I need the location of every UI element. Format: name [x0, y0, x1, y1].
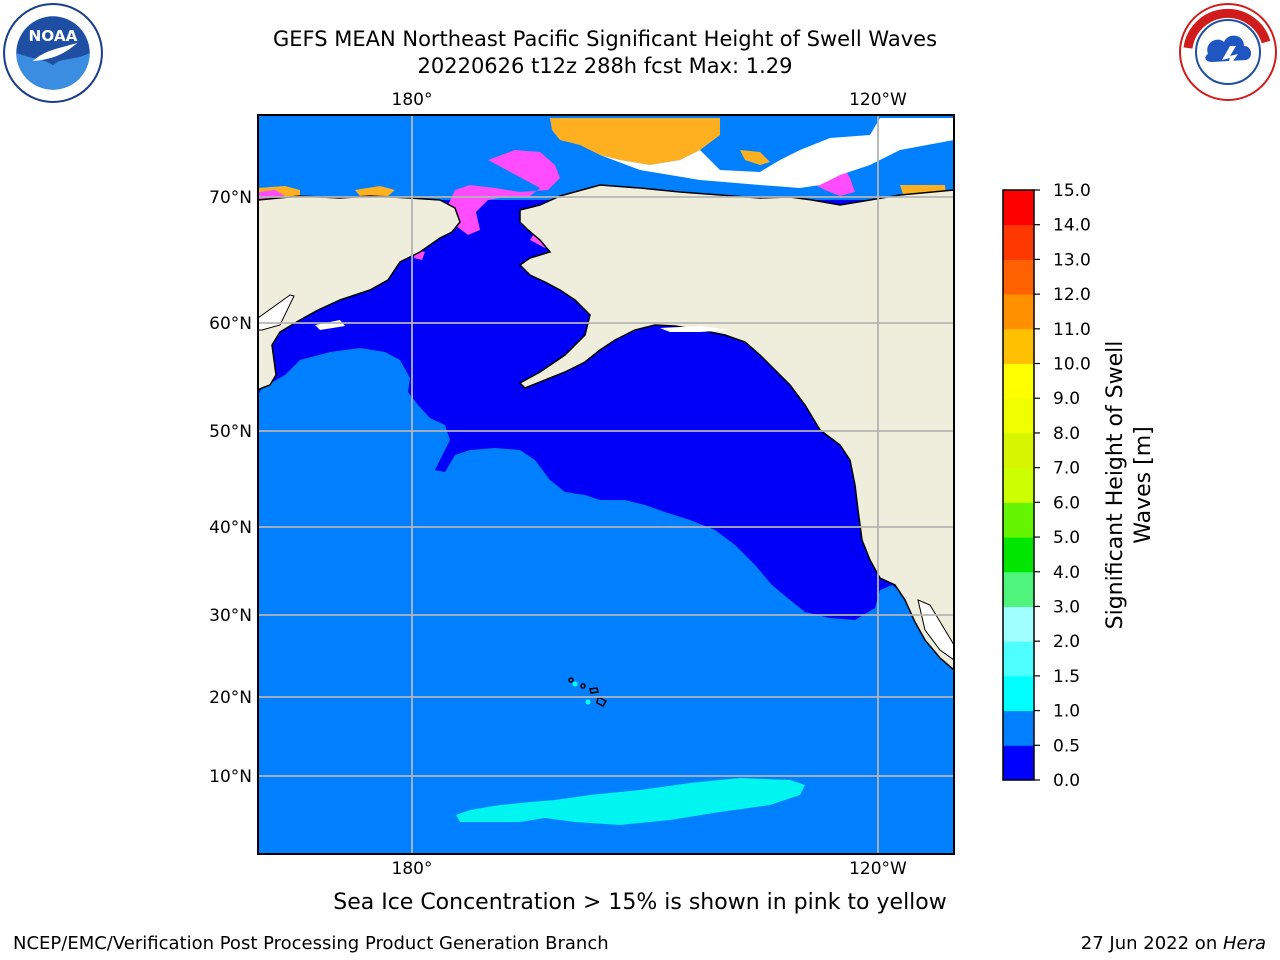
colorbar-bin-5-6: [1003, 502, 1034, 538]
colorbar-tick-label: 2.0: [1053, 632, 1080, 652]
colorbar-tick-label: 4.0: [1053, 563, 1080, 583]
bottom-lon-label-120w: 120°W: [849, 859, 907, 879]
land-north-america: [518, 184, 954, 671]
colorbar-frame: [1002, 189, 1035, 781]
colorbar-tick-label: 12.0: [1053, 285, 1091, 305]
colorbar-tick-label: 5.0: [1053, 528, 1080, 548]
colorbar-tick-label: 11.0: [1053, 320, 1091, 340]
colorbar-bin-7-8: [1003, 432, 1034, 469]
colorbar-tick-label: 1.5: [1053, 667, 1080, 687]
lat-label-10n: 10°N: [209, 767, 252, 787]
hawaii-islands: [568, 677, 608, 707]
noaa-logo-text: NOAA: [28, 27, 77, 45]
lat-label-30n: 30°N: [209, 606, 252, 626]
colorbar: 15.0 14.0 13.0 12.0 11.0 10.0 9.0 8.0 7.0 6.0 5.0 4…: [1002, 181, 1091, 791]
colorbar-tick-label: 7.0: [1053, 459, 1080, 479]
footer-machine: Hera: [1222, 933, 1266, 954]
lat-label-50n: 50°N: [209, 422, 252, 442]
colorbar-bin-6-7: [1003, 467, 1034, 503]
colorbar-tick-label: 0.5: [1053, 736, 1080, 756]
lat-label-40n: 40°N: [209, 518, 252, 538]
noaa-logo-icon: NOAA: [3, 3, 103, 103]
colorbar-tick-label: 3.0: [1053, 597, 1080, 617]
colorbar-bin-9-10: [1003, 363, 1034, 399]
graticule: [258, 115, 954, 854]
colorbar-tick-label: 13.0: [1053, 250, 1091, 270]
colorbar-tick-label: 14.0: [1053, 216, 1091, 236]
colorbar-bin-10-11: [1003, 328, 1034, 365]
colorbar-bin-12-13: [1003, 259, 1034, 295]
colorbar-bin-1.5-2: [1003, 641, 1034, 677]
colorbar-tick-label: 6.0: [1053, 493, 1080, 513]
colorbar-bin-2-3: [1003, 606, 1034, 642]
footer-date: 27 Jun 2022 on Hera: [1081, 933, 1266, 954]
colorbar-tick-label: 15.0: [1053, 181, 1091, 201]
sea-ice-band: [550, 118, 720, 165]
lat-label-70n: 70°N: [209, 188, 252, 208]
colorbar-tick-label: 8.0: [1053, 424, 1080, 444]
lat-label-20n: 20°N: [209, 688, 252, 708]
colorbar-bin-11-12: [1003, 294, 1034, 330]
colorbar-label-line2: Waves [m]: [1131, 426, 1156, 543]
colorbar-bin-13-14: [1003, 224, 1034, 260]
colorbar-label-line1: Significant Height of Swell: [1103, 341, 1128, 630]
sea-ice-caption: Sea Ice Concentration > 15% is shown in …: [333, 890, 947, 915]
colorbar-label: Significant Height of Swell Waves [m]: [1103, 341, 1156, 630]
colorbar-bin-0.5-1: [1003, 710, 1034, 746]
top-lon-label-120w: 120°W: [849, 90, 907, 110]
lat-label-60n: 60°N: [209, 314, 252, 334]
colorbar-bin-0-0.5: [1003, 745, 1034, 781]
footer-credit: NCEP/EMC/Verification Post Processing Pr…: [13, 933, 609, 954]
colorbar-bin-14-15: [1003, 190, 1034, 226]
colorbar-bin-8-9: [1003, 398, 1034, 434]
colorbar-bin-3-4: [1003, 571, 1034, 607]
map-frame: [257, 114, 955, 855]
national-weather-service-logo-icon: [1179, 3, 1277, 101]
bottom-lon-label-180: 180°: [392, 859, 433, 879]
colorbar-tick-label: 9.0: [1053, 389, 1080, 409]
top-lon-label-180: 180°: [392, 90, 433, 110]
colorbar-tick-label: 0.0: [1053, 771, 1080, 791]
colorbar-tick-label: 10.0: [1053, 355, 1091, 375]
colorbar-bin-4-5: [1003, 537, 1034, 573]
chart-title: GEFS MEAN Northeast Pacific Significant …: [272, 27, 938, 51]
colorbar-tick-label: 1.0: [1053, 702, 1080, 722]
chart-subtitle: 20220626 t12z 288h fcst Max: 1.29: [417, 54, 793, 78]
ocean-1.0-1.5m-region: [456, 778, 805, 825]
footer-date-text: 27 Jun 2022 on: [1080, 933, 1223, 954]
colorbar-bin-1-1.5: [1003, 675, 1034, 712]
